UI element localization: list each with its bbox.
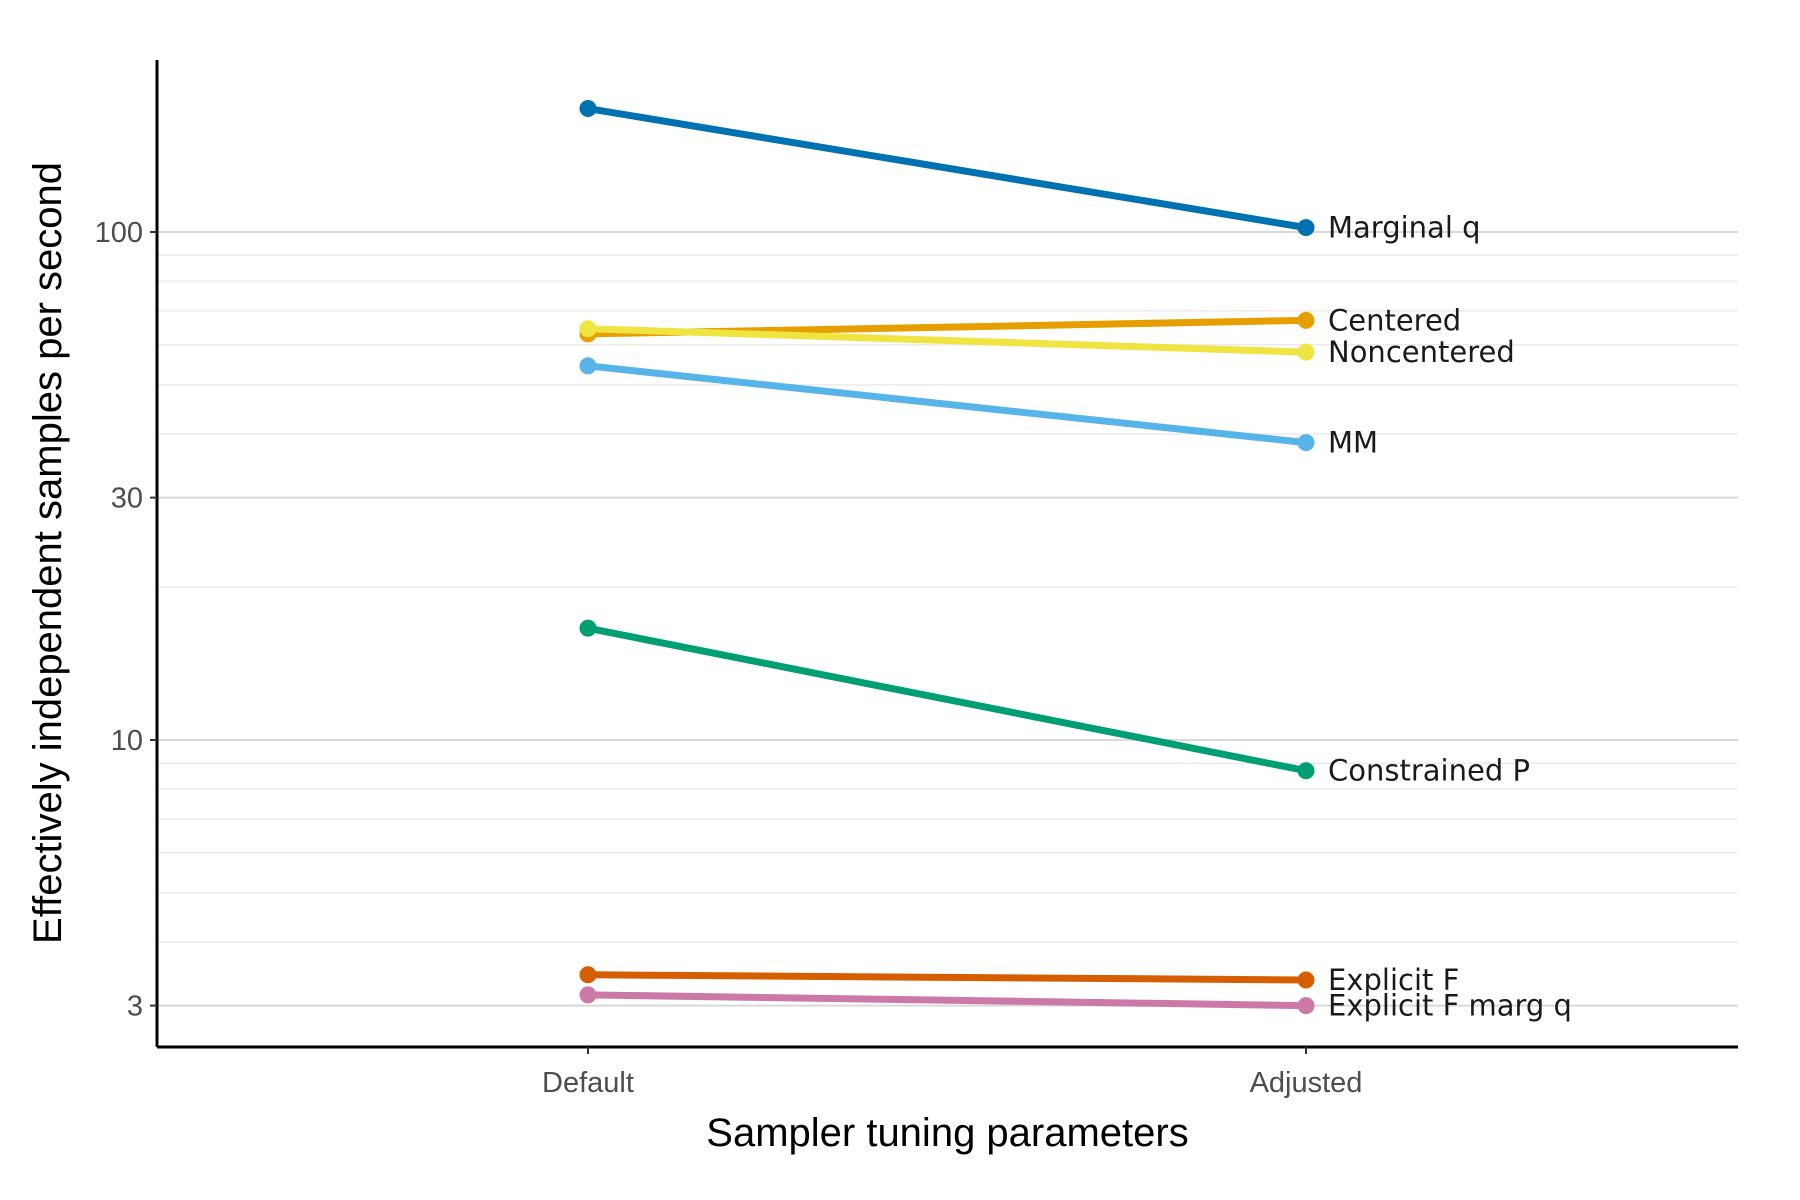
data-point [579,966,597,984]
series-explicit-f-marg-q: Explicit F marg q [579,986,1572,1023]
data-point [579,320,597,338]
y-axis-ticks: 3 10 30 100 [95,217,157,1023]
data-point [1297,971,1315,989]
data-point [579,100,597,118]
y-tick-label: 30 [111,483,143,515]
data-point [579,619,597,637]
series-line [587,325,1307,356]
x-axis-title: Sampler tuning parameters [706,1111,1188,1155]
series-label: Noncentered [1328,335,1515,369]
series-noncentered: Noncentered [579,320,1515,369]
y-tick-label: 10 [111,725,143,757]
y-tick-label: 3 [127,991,143,1023]
series-mm: MM [579,357,1378,460]
series-constrained-p: Constrained P [579,619,1530,788]
series-line [587,991,1307,1010]
data-point [579,986,597,1004]
x-tick-label: Default [542,1067,634,1099]
series-marginal-q: Marginal q [579,100,1481,245]
x-axis-ticks: Default Adjusted [542,1047,1362,1099]
series-label: Constrained P [1328,754,1530,788]
y-axis-title: Effectively independent samples per seco… [26,162,70,944]
series-label: MM [1328,426,1378,460]
series-line [587,624,1307,775]
series-line [587,362,1307,447]
minor-gridlines [157,254,1738,943]
x-tick-label: Adjusted [1250,1067,1363,1099]
data-point [1297,343,1315,361]
data-point [1297,997,1315,1015]
series-line [587,971,1307,984]
series-label: Explicit F marg q [1328,989,1572,1023]
series-label: Marginal q [1328,211,1481,245]
series-label: Centered [1328,303,1461,337]
y-tick-label: 100 [95,217,143,249]
data-point [1297,762,1315,780]
data-point [579,357,597,375]
data-point [1297,434,1315,452]
data-point [1297,219,1315,237]
major-gridlines [157,231,1738,1007]
series-line [587,105,1307,232]
series-explicit-f: Explicit F [579,963,1459,997]
data-point [1297,311,1315,329]
series-label: Explicit F [1328,963,1459,997]
